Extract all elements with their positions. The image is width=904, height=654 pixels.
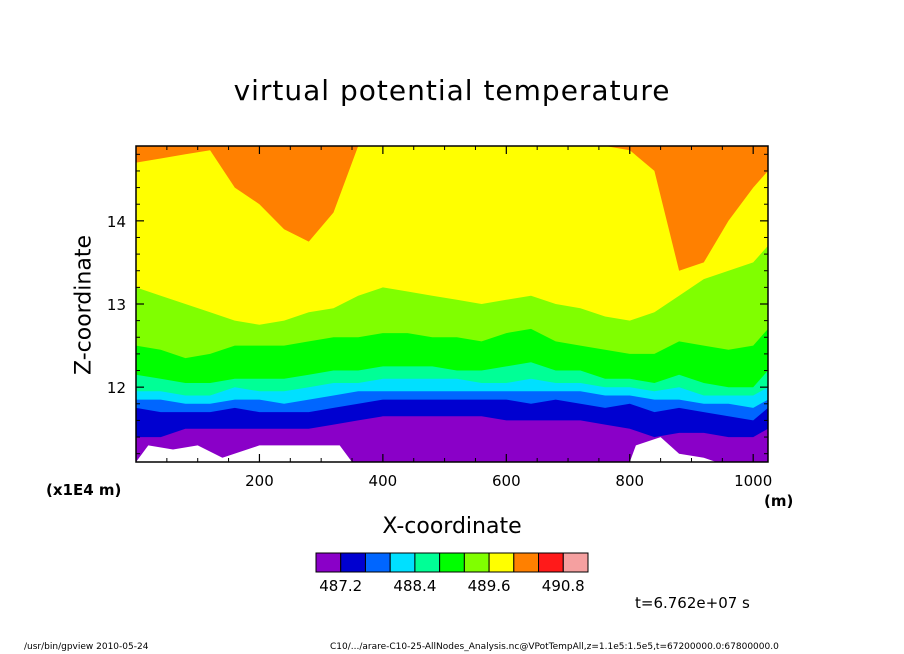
colorbar-swatch (538, 552, 564, 573)
colorbar-swatch (439, 552, 465, 573)
y-tick-label: 12 (107, 379, 126, 397)
colorbar-tick-label: 487.2 (319, 577, 362, 595)
colorbar-tick-label: 488.4 (393, 577, 436, 595)
y-tick-label: 14 (107, 213, 126, 231)
y-axis-scale-note: (x1E4 m) (46, 481, 122, 499)
colorbar-tick-label: 489.6 (468, 577, 511, 595)
time-annotation: t=6.762e+07 s (635, 594, 750, 612)
footer-program-date: /usr/bin/gpview 2010-05-24 (24, 642, 149, 652)
colorbar: 487.2 488.4 489.6 490.8 (315, 552, 589, 595)
band-white-right (629, 437, 717, 462)
x-axis-unit: (m) (764, 492, 794, 510)
colorbar-swatch (488, 552, 515, 573)
y-axis-label: Z-coordinate (71, 235, 97, 375)
x-tick-label: 800 (615, 472, 644, 490)
x-tick-label: 200 (245, 472, 274, 490)
colorbar-swatch (315, 552, 342, 573)
x-axis-label: X-coordinate (382, 514, 522, 539)
colorbar-swatch (562, 552, 589, 573)
chart-title: virtual potential temperature (233, 74, 671, 107)
footer-source-file: C10/.../arare-C10-25-AllNodes_Analysis.n… (330, 642, 779, 652)
colorbar-tick-label: 490.8 (542, 577, 585, 595)
colorbar-swatch (340, 552, 366, 573)
x-tick-label: 1000 (734, 472, 772, 490)
x-tick-label: 600 (492, 472, 521, 490)
colorbar-swatch (389, 552, 416, 573)
colorbar-swatch (414, 552, 441, 573)
colorbar-swatch (513, 552, 540, 573)
colorbar-swatch (364, 552, 391, 573)
y-tick-label: 13 (107, 296, 126, 314)
band-white-left (136, 445, 352, 462)
x-tick-label: 400 (369, 472, 398, 490)
colorbar-swatch (463, 552, 490, 573)
